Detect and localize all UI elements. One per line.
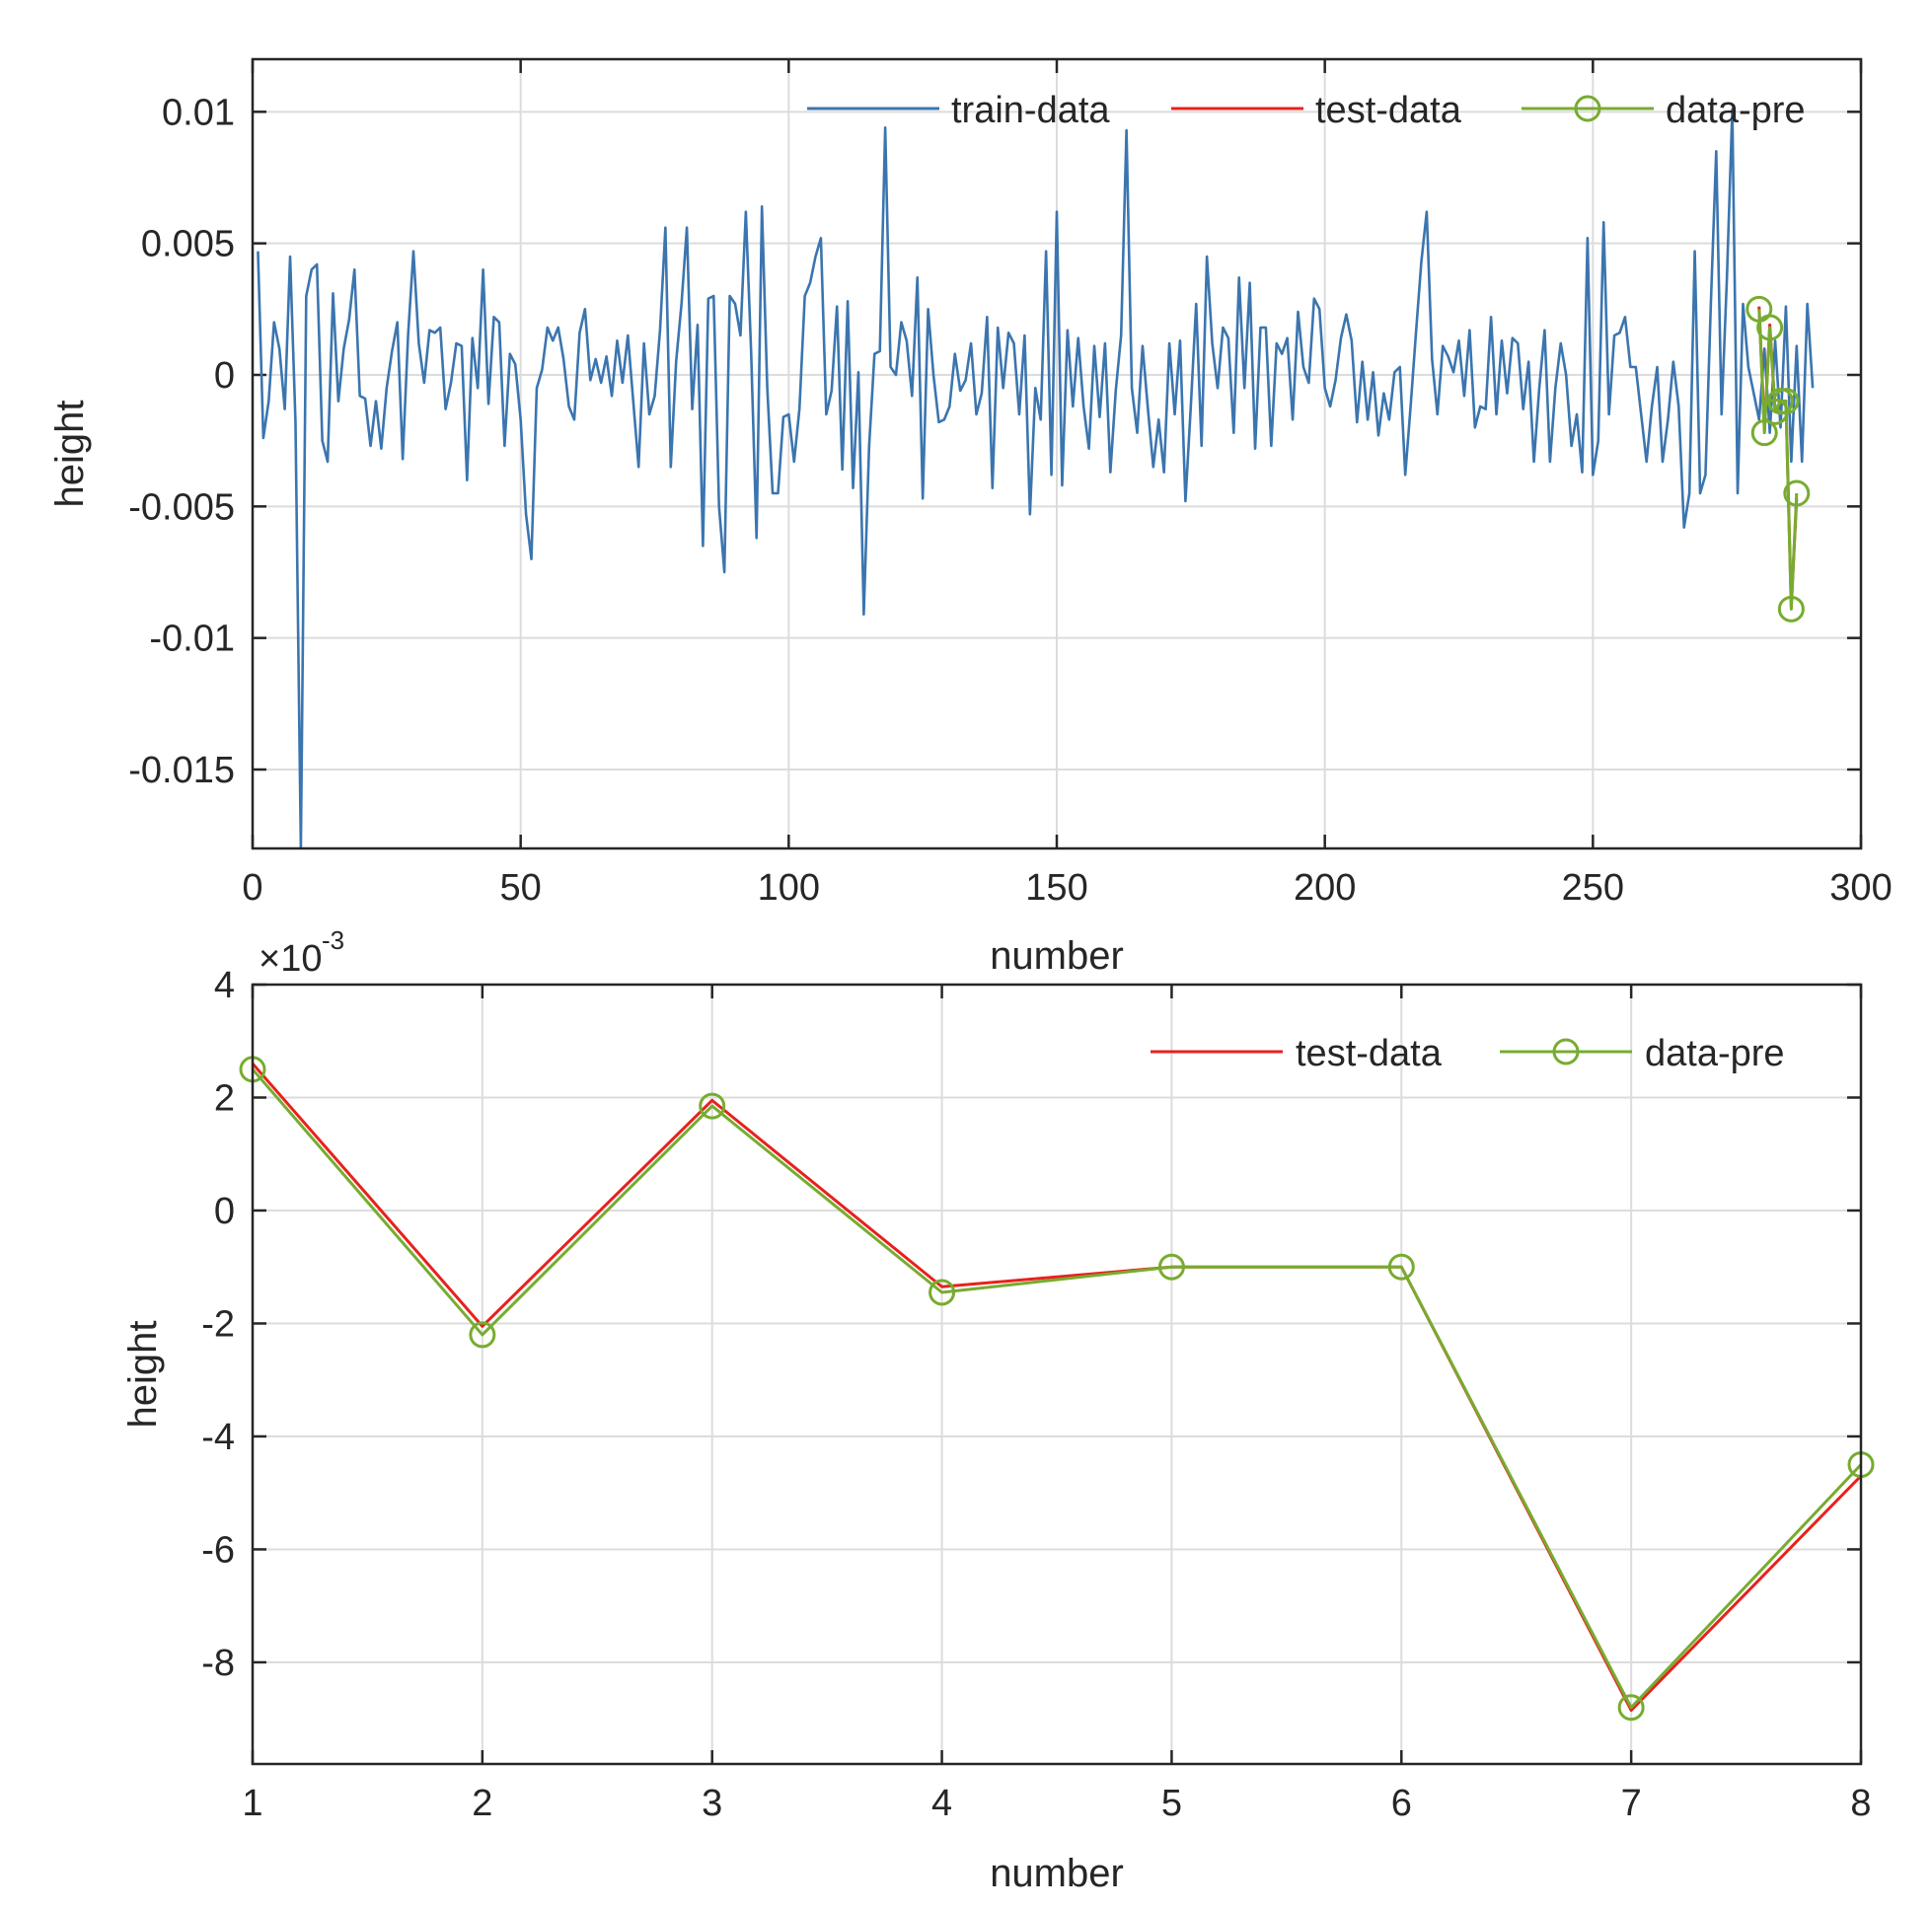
legend-label-pre-bottom: data-pre <box>1645 1033 1785 1074</box>
top-y-tick-label: -0.01 <box>149 619 235 660</box>
top-axes-box <box>251 57 1863 850</box>
exponent-label: ×10 -3 <box>259 925 344 980</box>
top-marker-data-pre <box>1777 595 1805 623</box>
bottom-chart: 1 2 3 4 5 6 7 8 4 2 0 -2 -4 -6 -8 test-data data-pre ×… <box>121 925 1875 1895</box>
top-y-tick-label: -0.015 <box>128 750 235 791</box>
top-y-tick-label: 0.01 <box>162 92 235 133</box>
top-marker-data-pre <box>1783 479 1811 507</box>
top-x-tick-label: 200 <box>1294 867 1356 909</box>
bottom-marker-data-pre <box>1387 1253 1415 1281</box>
bottom-marker-data-pre <box>929 1279 956 1306</box>
bottom-y-tick-label: -8 <box>201 1643 235 1684</box>
top-ticks: 0 50 100 150 200 250 300 0.01 0.005 0 -0.005 -0.01 -… <box>128 59 1893 909</box>
top-marker-data-pre <box>1750 419 1778 447</box>
top-marker-data-pre <box>1756 314 1784 341</box>
top-y-axis-label: height <box>48 401 92 508</box>
bottom-marker-data-pre <box>469 1321 496 1349</box>
bottom-y-tick-label: 0 <box>214 1191 235 1232</box>
bottom-axes-box <box>251 983 1863 1766</box>
bottom-x-tick-label: 6 <box>1391 1783 1412 1824</box>
bottom-marker-data-pre <box>1157 1253 1185 1281</box>
top-x-tick-label: 250 <box>1562 867 1624 909</box>
bottom-y-tick-label: -6 <box>201 1529 235 1571</box>
bottom-x-tick-label: 2 <box>472 1783 492 1824</box>
bottom-marker-data-pre <box>699 1092 726 1120</box>
legend-label-pre: data-pre <box>1666 90 1806 131</box>
bottom-legend: test-data data-pre <box>1151 1033 1785 1074</box>
bottom-x-tick-label: 4 <box>931 1783 952 1824</box>
legend-label-test-bottom: test-data <box>1296 1033 1443 1074</box>
bottom-y-axis-label: height <box>121 1321 165 1429</box>
top-x-tick-label: 300 <box>1829 867 1892 909</box>
bottom-y-tick-label: 2 <box>214 1077 235 1119</box>
top-x-tick-label: 150 <box>1025 867 1087 909</box>
exponent-base: ×10 <box>259 938 322 980</box>
bottom-y-tick-label: -2 <box>201 1303 235 1345</box>
bottom-x-tick-label: 8 <box>1850 1783 1871 1824</box>
bottom-x-tick-label: 3 <box>702 1783 722 1824</box>
top-line-train-data <box>257 108 1815 848</box>
bottom-y-tick-label: 4 <box>214 965 235 1006</box>
bottom-x-axis-label: number <box>990 1852 1124 1895</box>
bottom-x-tick-label: 5 <box>1161 1783 1182 1824</box>
top-x-axis-label: number <box>990 934 1124 978</box>
legend-marker-pre <box>1574 95 1601 122</box>
top-x-tick-label: 0 <box>242 867 262 909</box>
bottom-line-data-pre <box>253 1067 1861 1710</box>
top-y-tick-label: 0.005 <box>141 224 235 265</box>
bottom-x-tick-label: 1 <box>242 1783 262 1824</box>
top-chart: 0 50 100 150 200 250 300 0.01 0.005 0 -0.005 -0.01 -… <box>48 57 1893 978</box>
top-marker-data-pre <box>1772 388 1800 415</box>
legend-marker-pre-bottom <box>1552 1038 1580 1065</box>
bottom-marker-data-pre <box>1617 1694 1645 1722</box>
bottom-plot-area <box>253 985 1861 1764</box>
top-y-tick-label: -0.005 <box>128 486 235 528</box>
top-x-tick-label: 100 <box>758 867 820 909</box>
top-y-tick-label: 0 <box>214 355 235 397</box>
bottom-x-tick-label: 7 <box>1621 1783 1642 1824</box>
bottom-y-tick-label: -4 <box>201 1417 235 1458</box>
top-legend: train-data test-data data-pre <box>807 90 1806 131</box>
bottom-ticks: 1 2 3 4 5 6 7 8 4 2 0 -2 -4 -6 -8 <box>201 965 1871 1824</box>
legend-label-train: train-data <box>951 90 1110 131</box>
legend-label-test: test-data <box>1315 90 1462 131</box>
exponent-power: -3 <box>322 925 344 955</box>
top-series <box>257 108 1815 848</box>
top-x-tick-label: 50 <box>500 867 542 909</box>
